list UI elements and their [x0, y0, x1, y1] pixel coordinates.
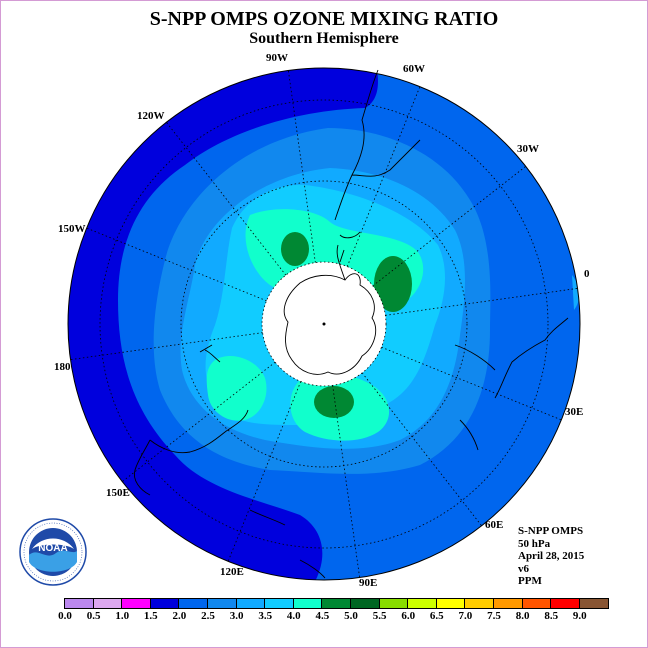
- colorbar-swatch: [207, 599, 237, 608]
- colorbar-swatch: [408, 599, 437, 608]
- latitude-circles: [99, 99, 549, 549]
- colorbar-tick-label: 8.5: [544, 610, 559, 622]
- colorbar-swatch: [379, 599, 409, 608]
- colorbar-tick-label: 2.0: [172, 610, 187, 622]
- colorbar-tick-label: 6.5: [429, 610, 444, 622]
- colorbar-tick-label: 1.5: [143, 610, 158, 622]
- coast-australia: [133, 409, 249, 496]
- meridian-line: [381, 346, 562, 421]
- colorbar-tick-label: 5.5: [372, 610, 387, 622]
- ozone-band-4.5-5.0-a: [281, 232, 309, 266]
- colorbar: [64, 598, 610, 609]
- lon-label-60w: 60W: [403, 63, 425, 75]
- colorbar-tick-label: 0.0: [58, 610, 72, 622]
- colorbar-tick-label: 4.0: [286, 610, 301, 622]
- pole-marker: [322, 322, 326, 326]
- meridian-line: [166, 122, 287, 276]
- colorbar-tick-label: 0.5: [86, 610, 101, 622]
- colorbar-ticks: 0.0 0.5 1.0 1.5 2.0 2.5 3.0 3.5 4.0 4.5 5.0 5.5 6.0 6…: [0, 610, 648, 624]
- coast-africa: [494, 317, 569, 399]
- colorbar-tick-label: 1.0: [115, 610, 130, 622]
- meridians: [70, 70, 578, 578]
- info-date: April 28, 2015: [518, 550, 585, 562]
- info-level: 50 hPa: [518, 537, 551, 550]
- colorbar-swatch: [150, 599, 180, 608]
- info-instrument: S-NPP OMPS: [518, 525, 584, 537]
- meridian-line: [385, 287, 578, 316]
- lon-label-90e: 90E: [359, 577, 378, 589]
- colorbar-tick-label: 9.0: [572, 610, 587, 622]
- meridian-line: [287, 70, 316, 263]
- meridian-line: [86, 227, 267, 302]
- lon-label-150e: 150E: [106, 487, 130, 499]
- colorbar-tick-label: 3.0: [229, 610, 244, 622]
- lon-label-0: 0: [584, 268, 590, 280]
- meridian-line: [227, 381, 302, 562]
- lon-label-120w: 120W: [137, 110, 165, 122]
- coast-indian-ocean: [454, 344, 496, 451]
- map-border: [67, 67, 581, 581]
- lon-label-180: 180: [54, 361, 71, 373]
- coast-new-zealand: [199, 344, 221, 363]
- info-units: PPM: [518, 575, 542, 587]
- noaa-logo-text: NOAA: [38, 543, 67, 554]
- ozone-band-4.0-4.5-west: [206, 356, 267, 421]
- colorbar-swatch: [322, 599, 351, 608]
- lon-label-120e: 120E: [220, 566, 244, 578]
- colorbar-swatch: [236, 599, 266, 608]
- info-block: S-NPP OMPS 50 hPa April 28, 2015 v6 PPM: [518, 525, 584, 588]
- colorbar-tick-label: 6.0: [401, 610, 416, 622]
- colorbar-tick-label: 2.5: [201, 610, 215, 622]
- colorbar-swatch: [265, 599, 294, 608]
- colorbar-tick-label: 7.0: [458, 610, 473, 622]
- coastlines: [133, 69, 569, 579]
- meridian-line: [372, 166, 526, 287]
- colorbar-swatch: [579, 599, 609, 608]
- colorbar-tick-label: 5.0: [344, 610, 358, 622]
- ozone-field: [68, 68, 580, 580]
- colorbar-tick-label: 3.5: [258, 610, 273, 622]
- meridian-line: [361, 372, 482, 526]
- map-subtitle: Southern Hemisphere: [249, 30, 399, 47]
- coast-antarctic-peninsula: [336, 244, 346, 281]
- colorbar-swatch: [465, 599, 494, 608]
- lon-label-60e: 60E: [485, 519, 504, 531]
- coast-islands-south: [249, 509, 326, 579]
- lon-label-30e: 30E: [565, 406, 584, 418]
- meridian-line: [346, 86, 421, 267]
- colorbar-swatch: [293, 599, 323, 608]
- colorbar-swatch: [65, 599, 94, 608]
- ozone-band-4.5-5.0-c: [314, 386, 354, 418]
- colorbar-tick-label: 4.5: [315, 610, 330, 622]
- coast-antarctica: [283, 273, 376, 375]
- colorbar-swatch: [122, 599, 151, 608]
- colorbar-swatch: [551, 599, 580, 608]
- lon-label-30w: 30W: [517, 143, 539, 155]
- colorbar-tick-label: 8.0: [515, 610, 530, 622]
- map-title: S-NPP OMPS OZONE MIXING RATIO: [149, 8, 499, 30]
- lon-label-150w: 150W: [58, 223, 86, 235]
- colorbar-tick-label: 7.5: [487, 610, 501, 622]
- info-version: v6: [518, 562, 529, 575]
- colorbar-swatch: [350, 599, 380, 608]
- colorbar-swatch: [522, 599, 552, 608]
- ozone-band-edge-east: [572, 275, 580, 310]
- noaa-logo-icon: NOAA: [19, 518, 87, 586]
- meridian-line: [122, 361, 276, 482]
- coast-south-america: [334, 69, 421, 239]
- colorbar-swatch: [179, 599, 208, 608]
- colorbar-swatch: [493, 599, 523, 608]
- colorbar-swatch: [436, 599, 466, 608]
- meridian-line: [70, 332, 263, 361]
- colorbar-swatch: [93, 599, 123, 608]
- lon-label-90w: 90W: [266, 52, 288, 64]
- ozone-band-1.5-2.0: [68, 68, 378, 580]
- ozone-band-4.5-5.0-b: [374, 256, 412, 312]
- meridian-line: [332, 385, 361, 578]
